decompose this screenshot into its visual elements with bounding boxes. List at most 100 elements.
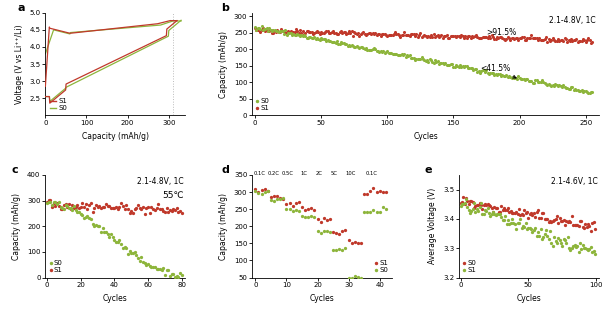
Point <box>489 211 499 216</box>
Point <box>453 34 462 39</box>
Point <box>99 229 109 234</box>
Point <box>368 208 378 213</box>
Legend: S0, S1: S0, S1 <box>49 260 64 274</box>
Point <box>534 233 544 238</box>
Point <box>568 243 578 248</box>
Point <box>505 74 515 79</box>
Point <box>563 219 572 224</box>
Point <box>54 204 64 209</box>
Point <box>250 189 260 194</box>
Point <box>362 210 372 215</box>
Point <box>543 234 552 239</box>
Point <box>335 29 344 34</box>
Point <box>538 211 548 216</box>
Point <box>373 32 383 37</box>
Point <box>456 201 465 206</box>
Point <box>148 265 158 270</box>
Point <box>535 36 545 41</box>
Point <box>468 68 478 73</box>
Point <box>414 32 424 37</box>
Point <box>162 205 171 211</box>
Point <box>473 69 482 74</box>
Point <box>154 202 163 207</box>
Point <box>584 36 594 41</box>
Point <box>384 32 393 37</box>
Point <box>492 205 502 210</box>
Point <box>529 228 538 233</box>
Point <box>458 33 468 39</box>
Point <box>584 247 594 252</box>
Point <box>320 29 330 34</box>
Point <box>551 238 560 243</box>
Point <box>138 204 148 210</box>
Point <box>260 27 269 32</box>
Point <box>365 47 375 52</box>
Point <box>584 223 594 228</box>
Point <box>152 205 162 211</box>
Point <box>303 214 313 219</box>
Point <box>581 40 590 45</box>
Point <box>568 222 578 227</box>
Point <box>471 66 481 71</box>
Point <box>281 207 291 212</box>
Point <box>486 35 495 41</box>
Point <box>434 35 443 40</box>
Point <box>572 243 582 249</box>
Point <box>488 210 498 215</box>
Point <box>571 37 580 42</box>
Point <box>496 73 506 78</box>
Point <box>463 33 473 39</box>
Point <box>502 208 511 213</box>
Point <box>566 85 576 90</box>
Point <box>475 36 485 41</box>
Point <box>563 85 572 90</box>
Point <box>552 213 561 219</box>
Point <box>469 33 479 39</box>
Point <box>285 200 295 205</box>
Point <box>353 31 363 36</box>
Point <box>323 29 333 34</box>
Point <box>581 222 590 227</box>
Point <box>580 38 589 43</box>
Point <box>466 35 476 41</box>
Point <box>389 32 399 37</box>
Point <box>419 33 429 38</box>
Point <box>294 32 304 37</box>
Point <box>258 27 267 32</box>
Point <box>352 31 362 36</box>
Point <box>549 217 559 222</box>
Point <box>548 219 558 224</box>
Point <box>126 208 136 213</box>
Point <box>433 58 442 63</box>
Point <box>551 81 560 86</box>
Point <box>525 225 535 230</box>
Point <box>445 35 454 41</box>
Point <box>335 246 344 251</box>
Point <box>295 33 305 39</box>
Point <box>416 56 425 61</box>
Point <box>408 32 417 37</box>
Point <box>275 197 285 202</box>
Point <box>86 200 96 205</box>
Point <box>52 201 62 206</box>
Point <box>509 76 519 81</box>
Point <box>297 214 307 219</box>
Text: <41.5%: <41.5% <box>480 64 516 78</box>
Point <box>374 209 384 214</box>
Point <box>321 38 331 43</box>
Point <box>477 206 487 211</box>
Point <box>462 35 471 41</box>
Point <box>560 35 569 40</box>
Point <box>409 32 419 37</box>
Point <box>52 201 62 206</box>
Point <box>253 26 263 31</box>
Legend: S0, S1: S0, S1 <box>463 260 477 274</box>
Point <box>135 205 145 211</box>
Point <box>459 65 469 70</box>
Point <box>514 74 523 79</box>
Point <box>368 31 378 36</box>
Point <box>520 77 530 82</box>
Point <box>367 32 376 37</box>
Point <box>125 210 134 215</box>
Point <box>500 73 510 78</box>
